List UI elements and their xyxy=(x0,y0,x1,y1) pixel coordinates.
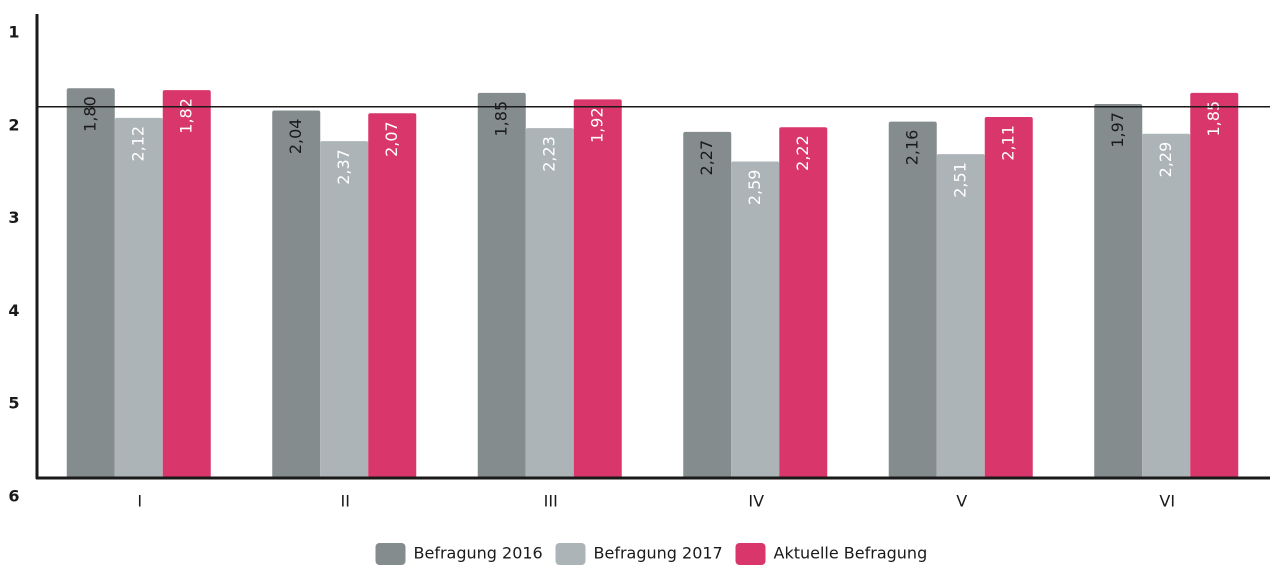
bar xyxy=(984,117,1033,479)
value-label: 2,04 xyxy=(286,119,305,155)
value-label: 1,85 xyxy=(1204,101,1223,137)
bar xyxy=(779,127,828,478)
value-label: 2,37 xyxy=(334,149,353,185)
x-tick-label: I xyxy=(137,492,142,511)
bar xyxy=(573,99,622,478)
legend-label: Befragung 2017 xyxy=(594,544,723,563)
bar xyxy=(888,121,937,478)
y-tick-label: 5 xyxy=(8,394,19,413)
value-label: 2,51 xyxy=(950,162,969,198)
x-tick-label: IV xyxy=(748,492,764,511)
x-tick-label: VI xyxy=(1159,492,1175,511)
value-label: 1,82 xyxy=(176,98,195,134)
value-label: 1,80 xyxy=(80,96,99,132)
x-tick-label: III xyxy=(544,492,558,511)
value-label: 2,23 xyxy=(539,136,558,172)
x-tick-label: V xyxy=(956,492,967,511)
legend-label: Aktuelle Befragung xyxy=(774,544,928,563)
legend-swatch xyxy=(735,543,766,565)
bar xyxy=(66,88,115,479)
y-tick-label: 4 xyxy=(8,301,19,320)
bar xyxy=(162,90,211,478)
value-label: 1,97 xyxy=(1108,112,1127,148)
y-tick-label: 6 xyxy=(8,487,19,506)
bar xyxy=(936,154,985,479)
value-label: 2,16 xyxy=(902,130,921,166)
value-label: 2,07 xyxy=(382,121,401,157)
y-tick-label: 2 xyxy=(8,115,19,134)
bar xyxy=(525,128,574,479)
x-tick-label: II xyxy=(341,492,350,511)
value-label: 2,11 xyxy=(998,125,1017,161)
legend-label: Befragung 2016 xyxy=(414,544,543,563)
value-label: 2,12 xyxy=(128,126,147,162)
legend-swatch xyxy=(555,543,586,565)
value-label: 2,22 xyxy=(793,135,812,171)
y-tick-label: 3 xyxy=(8,208,19,227)
bar xyxy=(1142,133,1191,478)
value-label: 2,59 xyxy=(745,170,764,206)
bar xyxy=(683,131,732,478)
bar xyxy=(477,92,526,478)
y-tick-label: 1 xyxy=(8,23,19,42)
legend-swatch xyxy=(375,543,406,565)
value-label: 2,29 xyxy=(1156,142,1175,178)
bar xyxy=(114,117,163,478)
bar xyxy=(731,161,780,478)
value-label: 1,92 xyxy=(587,107,606,143)
bar xyxy=(1094,104,1143,479)
value-label: 1,85 xyxy=(491,101,510,137)
bar xyxy=(272,110,321,479)
bar xyxy=(368,113,417,479)
bar xyxy=(320,141,369,479)
bar xyxy=(1190,92,1239,478)
value-label: 2,27 xyxy=(697,140,716,176)
